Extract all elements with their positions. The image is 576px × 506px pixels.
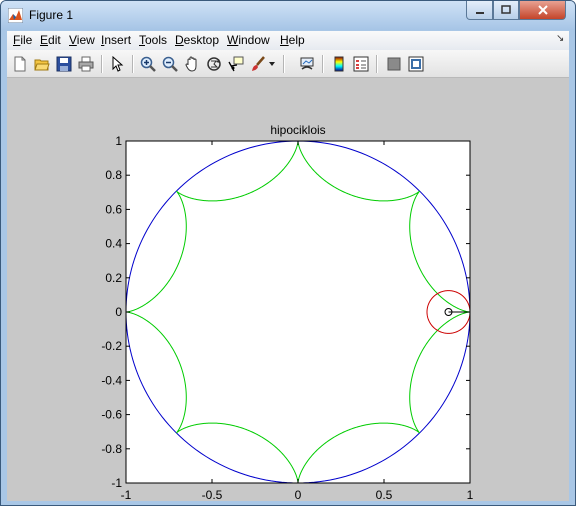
save-icon	[56, 56, 72, 72]
new-figure-button[interactable]	[11, 55, 29, 73]
toolbar-separator	[376, 55, 378, 73]
hide-plot-tools-icon	[387, 57, 401, 71]
menu-dock-arrow-icon[interactable]: ↘	[556, 33, 565, 44]
series-circle-2	[426, 290, 471, 334]
figure-toolbar	[7, 50, 569, 78]
menu-edit[interactable]: Edit	[40, 33, 61, 47]
zoom-in-button[interactable]	[139, 55, 157, 73]
print-button[interactable]	[77, 55, 95, 73]
x-tick-label: -0.5	[202, 488, 223, 501]
chart-title: hipociklois	[270, 123, 325, 137]
brush-dropdown-icon	[269, 62, 275, 66]
y-tick-label: -0.2	[101, 339, 122, 353]
y-tick-label: 1	[115, 134, 122, 148]
link-plot-button[interactable]	[298, 55, 316, 73]
maximize-button[interactable]	[493, 1, 519, 20]
data-cursor-icon	[228, 56, 244, 72]
link-plot-icon	[300, 57, 314, 70]
hipociklois-plot[interactable]: -1 -0.5 0 0.5 1 -1 -0.8 -0.6 -0.4 -0.2 0 0.2 0.4 0.6 0…	[7, 78, 569, 501]
y-tick-label: 0	[115, 305, 122, 319]
axes-background	[126, 141, 470, 483]
toolbar-separator	[132, 55, 134, 73]
zoom-out-button[interactable]	[161, 55, 179, 73]
rotate-3d-icon	[207, 57, 221, 71]
minimize-button[interactable]	[466, 1, 493, 20]
x-tick-label: 0.5	[376, 488, 393, 501]
close-button[interactable]	[519, 1, 566, 20]
zoom-out-icon	[162, 56, 178, 72]
matlab-logo-icon	[8, 8, 23, 23]
toolbar-separator	[322, 55, 324, 73]
menu-insert[interactable]: Insert	[101, 33, 132, 47]
open-file-button[interactable]	[33, 55, 51, 73]
edit-plot-button[interactable]	[108, 55, 126, 73]
figure-canvas[interactable]: -1 -0.5 0 0.5 1 -1 -0.8 -0.6 -0.4 -0.2 0 0.2 0.4 0.6 0…	[7, 78, 569, 501]
menu-help[interactable]: Help	[280, 33, 305, 47]
menu-tools[interactable]: Tools	[139, 33, 168, 47]
maximize-icon	[501, 5, 511, 14]
y-tick-label: 0.8	[105, 168, 122, 182]
print-icon	[78, 56, 94, 72]
show-plot-tools-icon	[408, 56, 424, 72]
rotate-3d-button[interactable]	[205, 55, 223, 73]
y-tick-label: -0.8	[101, 442, 122, 456]
y-tick-label: 0.6	[105, 202, 122, 216]
insert-legend-icon	[353, 56, 369, 72]
y-tick-label: -0.6	[101, 408, 122, 422]
open-file-icon	[34, 59, 50, 71]
brush-button[interactable]	[249, 55, 267, 73]
show-plot-tools-button[interactable]	[407, 55, 425, 73]
window-client: File Edit View Insert Tools Desktop Wind…	[7, 31, 569, 501]
y-tick-label: 0.2	[105, 271, 122, 285]
zoom-in-icon	[140, 56, 156, 72]
minimize-icon	[475, 12, 484, 14]
toolbar-separator	[283, 55, 285, 73]
save-button[interactable]	[55, 55, 73, 73]
new-figure-icon	[14, 56, 26, 72]
insert-colorbar-button[interactable]	[330, 55, 348, 73]
insert-colorbar-icon	[334, 56, 344, 72]
menu-window[interactable]: Window	[227, 33, 270, 47]
close-icon	[537, 5, 548, 15]
edit-plot-arrow-icon	[112, 56, 124, 72]
data-cursor-button[interactable]	[227, 55, 245, 73]
series-center-marker	[444, 308, 453, 316]
series-hypocycloid	[126, 141, 470, 483]
window-title: Figure 1	[29, 8, 74, 22]
x-tick-label: -1	[121, 488, 132, 501]
insert-legend-button[interactable]	[352, 55, 370, 73]
pan-hand-icon	[185, 56, 197, 72]
menu-bar: File Edit View Insert Tools Desktop Wind…	[7, 31, 569, 50]
hide-plot-tools-button[interactable]	[385, 55, 403, 73]
x-tick-label: 0	[295, 488, 302, 501]
brush-dropdown-button[interactable]	[267, 55, 277, 73]
toolbar-separator	[101, 55, 103, 73]
y-tick-label: 0.4	[105, 237, 122, 251]
title-bar[interactable]: Figure 1	[1, 1, 575, 30]
y-tick-label: -0.4	[101, 373, 122, 387]
menu-desktop[interactable]: Desktop	[175, 33, 220, 47]
x-tick-label: 1	[467, 488, 474, 501]
y-tick-label: -1	[111, 476, 122, 490]
axes-ticks-group: -1 -0.5 0 0.5 1 -1 -0.8 -0.6 -0.4 -0.2 0 0.2 0.4 0.6 0…	[101, 134, 473, 501]
menu-view[interactable]: View	[69, 33, 95, 47]
brush-icon	[252, 56, 265, 71]
menu-file[interactable]: File	[13, 33, 33, 47]
pan-button[interactable]	[183, 55, 201, 73]
